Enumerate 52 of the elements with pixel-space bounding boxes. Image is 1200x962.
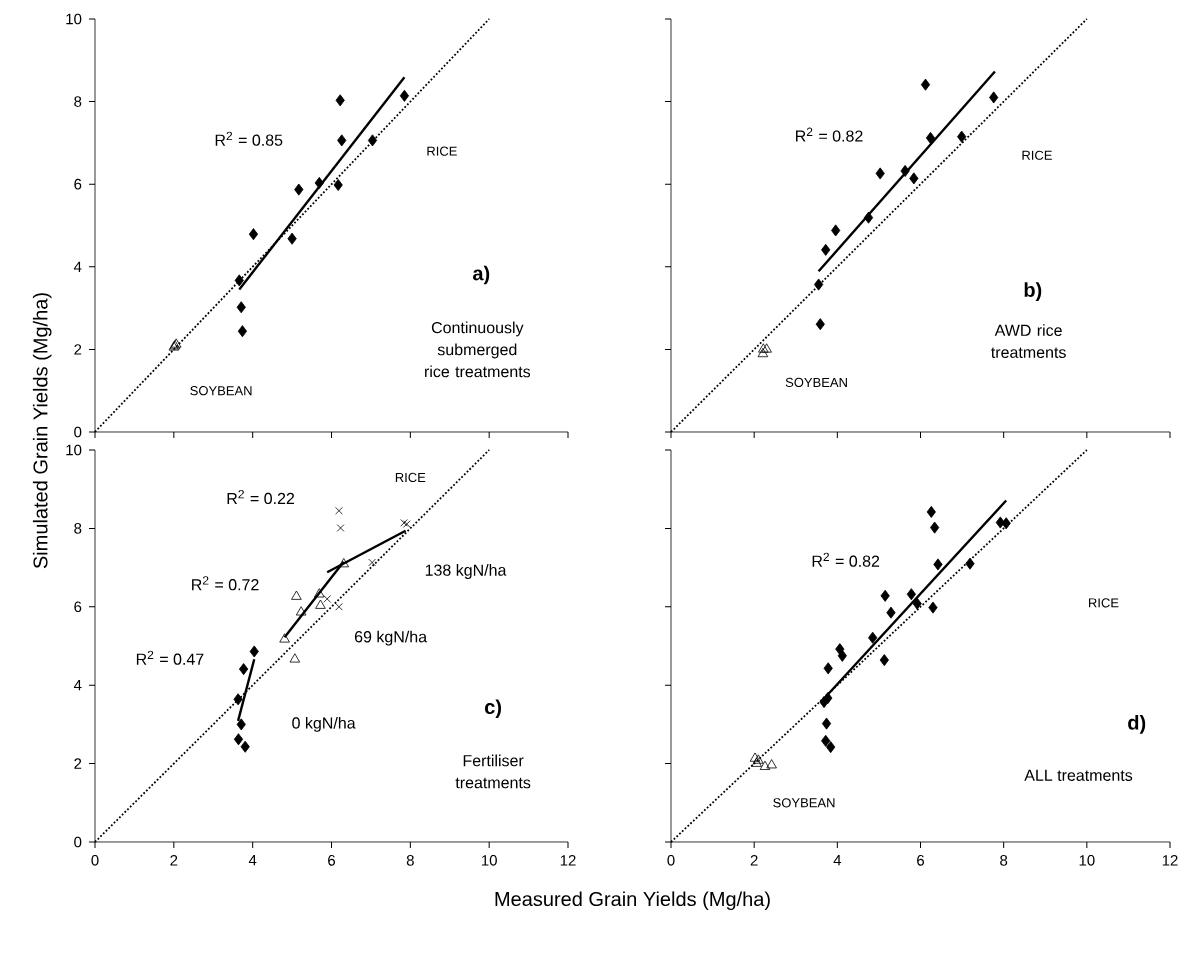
- annotation: AWD rice treatments: [991, 324, 1066, 358]
- x-tick-label: 6: [328, 855, 336, 866]
- annotation: 0 kgN/ha: [292, 716, 356, 732]
- annotation: SOYBEAN: [785, 377, 847, 388]
- x-tick-label: 12: [1162, 855, 1178, 866]
- annotation: RICE: [1089, 598, 1119, 608]
- annotation: R$^{2}$ = 0.22: [227, 489, 295, 505]
- y-axis-title: Simulated Grain Yields (Mg/ha): [32, 293, 52, 569]
- x-axis-title: Measured Grain Yields (Mg/ha): [495, 891, 770, 911]
- x-tick-label: 10: [481, 855, 497, 866]
- annotation: R$^{2}$ = 0.82: [796, 127, 863, 142]
- annotation: c): [485, 699, 502, 719]
- y-tick-label: 10: [66, 444, 82, 456]
- annotation: a): [472, 265, 490, 285]
- annotation: R$^{2}$ = 0.47: [136, 650, 204, 665]
- x-tick-label: 8: [406, 855, 414, 866]
- x-tick-label: 4: [833, 855, 842, 866]
- y-tick-label: 10: [66, 13, 82, 25]
- annotation: RICE: [395, 472, 426, 483]
- annotation: 69 kgN/ha: [354, 630, 428, 646]
- y-tick-label: 4: [73, 680, 82, 691]
- x-tick-label: 12: [560, 855, 576, 866]
- x-tick-label: 6: [917, 855, 925, 866]
- annotation: SOYBEAN: [773, 798, 835, 808]
- y-tick-label: 6: [74, 178, 82, 190]
- annotation: d): [1128, 715, 1146, 734]
- annotation: 138 kgN/ha: [425, 564, 507, 579]
- y-tick-label: 6: [74, 601, 82, 613]
- annotation: Fertiliser treatments: [455, 754, 531, 789]
- annotation: R$^{2}$ = 0.82: [812, 552, 880, 567]
- y-tick-label: 0: [74, 836, 82, 848]
- x-tick-label: 8: [1000, 855, 1008, 866]
- x-tick-label: 0: [91, 855, 99, 866]
- x-tick-label: 2: [170, 855, 178, 866]
- x-tick-label: 10: [1079, 855, 1095, 866]
- annotation: R$^{2}$ = 0.72: [192, 576, 259, 591]
- annotation: RICE: [1022, 150, 1052, 160]
- annotation: R$^{2}$ = 0.85: [215, 131, 283, 146]
- y-tick-label: 0: [74, 426, 82, 438]
- x-tick-label: 0: [667, 855, 675, 866]
- annotation: RICE: [427, 146, 457, 156]
- y-tick-label: 2: [74, 758, 82, 769]
- annotation: ALL treatments: [1024, 769, 1133, 781]
- y-tick-label: 4: [73, 261, 82, 272]
- y-tick-label: 8: [74, 96, 82, 107]
- annotation: SOYBEAN: [190, 386, 252, 396]
- annotation: b): [1024, 282, 1042, 301]
- x-tick-label: 2: [750, 855, 758, 866]
- y-tick-label: 2: [74, 344, 82, 355]
- annotation: Continuously submerged rice treatments: [425, 321, 531, 378]
- y-tick-label: 8: [74, 523, 82, 534]
- x-tick-label: 4: [248, 855, 257, 866]
